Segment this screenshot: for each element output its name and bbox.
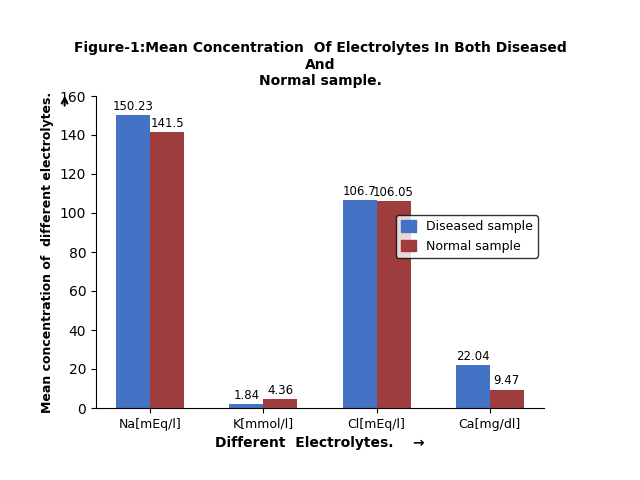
Text: 106.7: 106.7 — [343, 185, 376, 198]
Bar — [376, 201, 410, 408]
Bar — [456, 365, 490, 408]
Text: 106.05: 106.05 — [373, 186, 414, 199]
Bar — [116, 115, 150, 408]
Text: 9.47: 9.47 — [493, 374, 520, 387]
Text: 141.5: 141.5 — [150, 117, 184, 130]
Text: 22.04: 22.04 — [456, 350, 490, 363]
Bar — [150, 132, 184, 408]
Text: 4.36: 4.36 — [268, 384, 294, 397]
Bar — [490, 390, 524, 408]
X-axis label: Different  Electrolytes.    →: Different Electrolytes. → — [215, 436, 425, 450]
Title: Figure-1:Mean Concentration  Of Electrolytes In Both Diseased
And
Normal sample.: Figure-1:Mean Concentration Of Electroly… — [74, 41, 566, 88]
Bar — [264, 399, 298, 408]
Text: 150.23: 150.23 — [113, 100, 154, 113]
Y-axis label: Mean concentration of  different electrolytes.: Mean concentration of different electrol… — [41, 91, 54, 413]
Text: 1.84: 1.84 — [234, 389, 260, 402]
Bar — [230, 405, 264, 408]
Legend: Diseased sample, Normal sample: Diseased sample, Normal sample — [396, 215, 538, 258]
Bar — [342, 200, 376, 408]
